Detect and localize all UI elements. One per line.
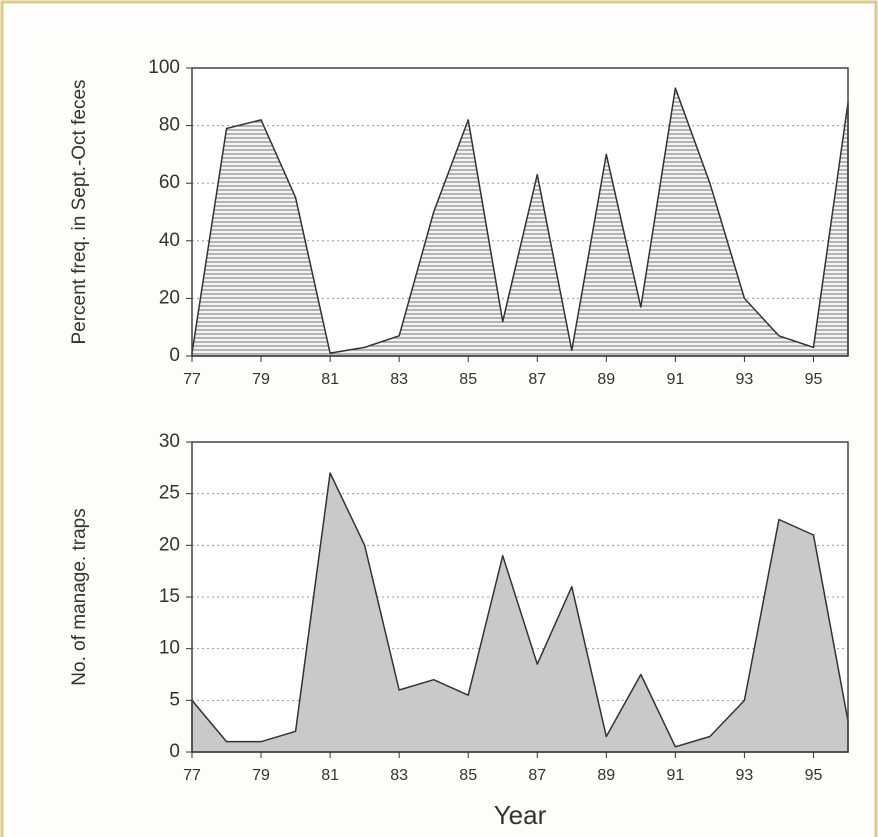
x-tick-label: 89: [597, 767, 615, 784]
plot-border: [191, 67, 849, 357]
area: [191, 472, 849, 753]
y-tick-label: 60: [159, 172, 180, 193]
area: [191, 87, 849, 357]
x-tick-label: 85: [459, 371, 477, 388]
y-tick-label: 40: [159, 230, 180, 251]
y-tick-label: 30: [159, 431, 180, 452]
x-tick-label: 77: [183, 371, 201, 388]
x-tick-label: 81: [321, 371, 339, 388]
x-tick-label: 79: [252, 371, 270, 388]
x-tick-label: 79: [252, 767, 270, 784]
x-tick-label: 91: [666, 767, 684, 784]
y-tick-label: 15: [159, 586, 180, 607]
y-tick-label: 0: [169, 741, 180, 762]
plot-border: [191, 441, 849, 753]
x-tick-label: 91: [666, 371, 684, 388]
y-axis-label: Percent freq. in Sept.-Oct feces: [69, 79, 90, 344]
x-tick-label: 87: [528, 371, 546, 388]
x-tick-label: 93: [736, 371, 754, 388]
y-tick-label: 25: [159, 483, 180, 504]
x-tick-label: 95: [805, 371, 823, 388]
y-tick-label: 0: [169, 345, 180, 366]
x-tick-label: 93: [736, 767, 754, 784]
x-tick-label: 81: [321, 767, 339, 784]
x-tick-label: 95: [805, 767, 823, 784]
y-tick-label: 80: [159, 115, 180, 136]
y-tick-label: 10: [159, 638, 180, 659]
x-tick-label: 77: [183, 767, 201, 784]
y-tick-label: 100: [148, 57, 180, 78]
y-tick-label: 20: [159, 534, 180, 555]
y-tick-label: 20: [159, 287, 180, 308]
y-axis-label: No. of manage. traps: [69, 508, 90, 685]
x-tick-label: 83: [390, 767, 408, 784]
x-tick-label: 83: [390, 371, 408, 388]
x-tick-label: 85: [459, 767, 477, 784]
x-tick-label: 87: [528, 767, 546, 784]
x-tick-label: 89: [597, 371, 615, 388]
x-axis-label: Year: [494, 800, 547, 830]
y-tick-label: 5: [169, 689, 180, 710]
